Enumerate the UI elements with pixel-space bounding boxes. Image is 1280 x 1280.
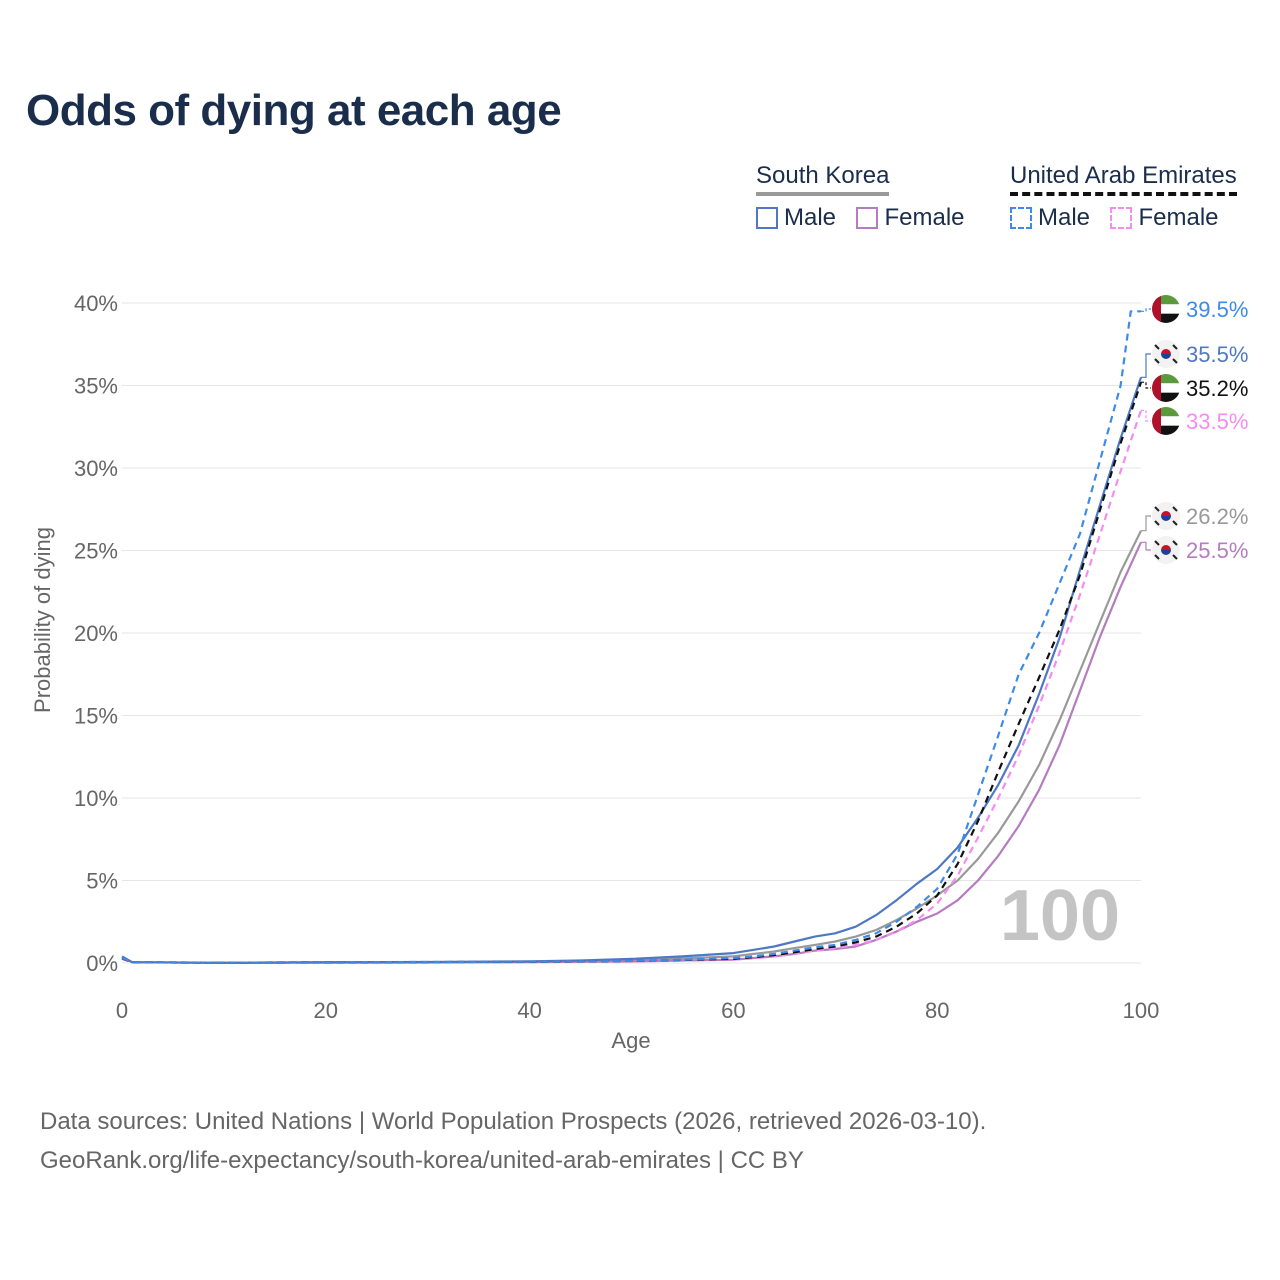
end-label-text: 33.5% bbox=[1186, 409, 1248, 434]
y-tick-label: 10% bbox=[74, 786, 118, 811]
south-korea-flag-icon bbox=[1152, 502, 1180, 530]
x-axis-label: Age bbox=[611, 1028, 650, 1053]
end-label-sk-female: 25.5% bbox=[1141, 536, 1248, 564]
x-tick-label: 20 bbox=[314, 998, 338, 1023]
leader-line bbox=[1141, 515, 1151, 532]
end-label-text: 25.5% bbox=[1186, 538, 1248, 563]
series-line-sk-male[interactable] bbox=[121, 376, 1143, 964]
legend-sk-female[interactable]: Female bbox=[856, 204, 965, 232]
legend-ae-female-swatch bbox=[1110, 207, 1133, 229]
chart-title: Odds of dying at each age bbox=[26, 86, 562, 135]
legend-sk-female-label: Female bbox=[884, 204, 965, 231]
x-ticks: 0 20 40 60 80 100 bbox=[116, 998, 1159, 1023]
end-label-ae-total: 35.2% bbox=[1141, 374, 1248, 402]
series-line-sk-total[interactable] bbox=[121, 530, 1142, 964]
y-tick-label: 30% bbox=[74, 456, 118, 481]
legend-sk-female-swatch bbox=[856, 207, 879, 229]
y-tick-label: 35% bbox=[74, 374, 118, 399]
leader-line bbox=[1141, 381, 1151, 389]
legend-ae-male[interactable]: Male bbox=[1010, 204, 1090, 232]
y-ticks: 0% 5% 10% 15% 20% 25% 30% 35% 40% bbox=[74, 291, 118, 976]
source-line-2[interactable]: GeoRank.org/life-expectancy/south-korea/… bbox=[40, 1147, 804, 1174]
end-label-ae-female: 33.5% bbox=[1141, 407, 1248, 435]
south-korea-flag-icon bbox=[1152, 536, 1180, 564]
end-label-text: 26.2% bbox=[1186, 504, 1248, 529]
x-tick-label: 60 bbox=[721, 998, 745, 1023]
legend-south-korea-name: South Korea bbox=[756, 162, 890, 196]
y-tick-label: 20% bbox=[74, 621, 118, 646]
south-korea-flag-icon bbox=[1152, 340, 1180, 368]
grid-lines bbox=[122, 302, 1141, 964]
series-line-sk-female[interactable] bbox=[121, 541, 1142, 964]
legend-sk-male-label: Male bbox=[784, 204, 837, 231]
legend-sk-male-swatch bbox=[756, 207, 778, 229]
legend-uae-name: United Arab Emirates bbox=[1010, 162, 1237, 196]
leader-line bbox=[1141, 353, 1151, 378]
end-labels: 35.5% 25.5% 26.2% 39.5% 33.5% 35.2% bbox=[1141, 295, 1248, 564]
uae-flag-icon bbox=[1152, 407, 1180, 435]
end-label-sk-total: 26.2% bbox=[1141, 502, 1248, 532]
x-tick-label: 0 bbox=[116, 998, 128, 1023]
x-tick-label: 40 bbox=[517, 998, 541, 1023]
y-tick-label: 15% bbox=[74, 704, 118, 729]
series-line-ae-total[interactable] bbox=[121, 381, 1143, 964]
age-watermark: 100 bbox=[1000, 876, 1120, 956]
legend-ae-female[interactable]: Female bbox=[1110, 204, 1219, 232]
end-label-sk-male: 35.5% bbox=[1141, 340, 1248, 378]
end-label-ae-male: 39.5% bbox=[1141, 295, 1248, 323]
series-line-ae-female[interactable] bbox=[121, 409, 1143, 964]
x-tick-label: 100 bbox=[1123, 998, 1160, 1023]
end-label-text: 35.2% bbox=[1186, 376, 1248, 401]
y-tick-label: 25% bbox=[74, 539, 118, 564]
y-tick-label: 0% bbox=[86, 951, 118, 976]
series-line-ae-male[interactable] bbox=[121, 310, 1141, 964]
y-axis-label: Probability of dying bbox=[30, 527, 55, 713]
leader-line bbox=[1141, 409, 1151, 422]
legend-ae-male-swatch bbox=[1010, 207, 1032, 229]
end-label-text: 39.5% bbox=[1186, 297, 1248, 322]
y-tick-label: 40% bbox=[74, 291, 118, 316]
legend-sk-male[interactable]: Male bbox=[756, 204, 836, 232]
uae-flag-icon bbox=[1152, 374, 1180, 402]
leader-line bbox=[1141, 308, 1151, 312]
y-tick-label: 5% bbox=[86, 869, 118, 894]
legend-ae-male-label: Male bbox=[1038, 204, 1091, 231]
legend-ae-female-label: Female bbox=[1138, 204, 1219, 231]
x-tick-label: 80 bbox=[925, 998, 949, 1023]
legend-uae: United Arab Emirates Male Female bbox=[1010, 162, 1237, 234]
uae-flag-icon bbox=[1152, 295, 1180, 323]
leader-line bbox=[1141, 541, 1151, 551]
source-line-1: Data sources: United Nations | World Pop… bbox=[40, 1108, 987, 1135]
end-label-text: 35.5% bbox=[1186, 342, 1248, 367]
legend-south-korea: South Korea Male Female bbox=[756, 162, 981, 234]
series-lines bbox=[121, 310, 1143, 964]
